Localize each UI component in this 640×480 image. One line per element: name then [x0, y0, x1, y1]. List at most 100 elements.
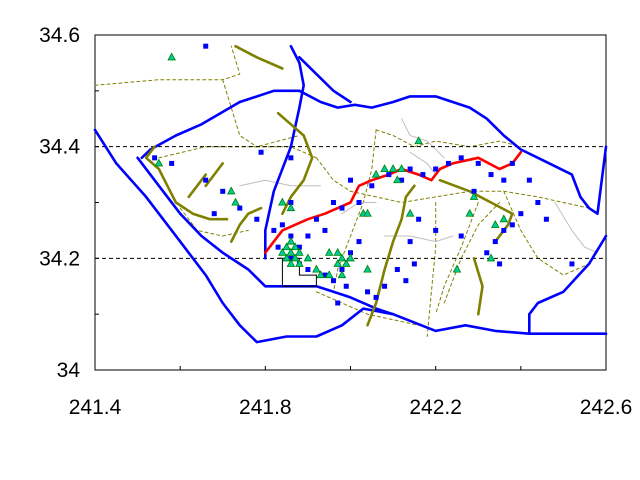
- roads-line: [384, 235, 454, 243]
- square-marker: [535, 200, 541, 205]
- triangle-marker: [295, 247, 304, 256]
- dashed-zones-line: [426, 202, 437, 337]
- square-marker: [237, 205, 243, 211]
- square-marker: [492, 239, 498, 245]
- square-marker: [279, 222, 285, 228]
- square-markers: [152, 43, 575, 306]
- square-marker: [343, 283, 349, 289]
- triangle-marker: [333, 259, 342, 267]
- fault-lines: [144, 44, 523, 327]
- fault-olive-line: [472, 256, 484, 316]
- triangle-marker: [393, 175, 402, 184]
- dashed-zones-line: [315, 157, 590, 209]
- triangle-marker: [452, 264, 462, 273]
- roads-line: [409, 151, 437, 176]
- triangle-marker: [414, 136, 423, 145]
- triangle-marker: [371, 169, 381, 178]
- boundary-line: [136, 156, 395, 316]
- square-marker: [305, 267, 311, 272]
- dashed-zones-line: [435, 202, 479, 315]
- square-marker: [407, 239, 413, 245]
- square-marker: [305, 233, 311, 239]
- y-tick-label: 34.2: [39, 247, 80, 270]
- square-marker: [420, 172, 426, 178]
- square-marker: [509, 160, 515, 166]
- fault-olive-line: [187, 173, 207, 199]
- triangle-marker: [278, 197, 287, 206]
- square-marker: [152, 155, 158, 161]
- fault-olive-line: [234, 44, 284, 70]
- y-tick-label: 34: [57, 359, 81, 382]
- triangle-marker: [363, 208, 372, 217]
- triangle-marker: [286, 236, 296, 245]
- square-marker: [169, 160, 175, 166]
- square-marker: [288, 155, 294, 161]
- square-marker: [471, 188, 477, 194]
- square-marker: [403, 278, 409, 284]
- triangle-marker: [286, 259, 296, 267]
- fault-olive-line: [276, 111, 314, 215]
- square-marker: [339, 267, 345, 272]
- square-marker: [211, 211, 217, 217]
- fault-olive-line: [366, 184, 416, 327]
- square-marker: [339, 205, 345, 211]
- square-marker: [288, 255, 294, 261]
- square-marker: [275, 244, 281, 250]
- square-marker: [348, 177, 353, 183]
- y-tick-label: 34.6: [39, 24, 80, 47]
- triangle-marker: [290, 242, 300, 251]
- square-marker: [399, 177, 405, 183]
- triangle-marker: [380, 164, 389, 173]
- square-marker: [203, 43, 209, 49]
- square-marker: [488, 172, 494, 178]
- square-marker: [258, 149, 264, 155]
- square-marker: [330, 200, 336, 205]
- triangle-marker: [337, 253, 347, 262]
- square-marker: [382, 283, 388, 289]
- triangle-marker: [154, 158, 164, 167]
- square-marker: [407, 166, 413, 172]
- square-marker: [543, 216, 549, 222]
- triangle-marker: [388, 164, 398, 173]
- fault-olive-line: [230, 206, 263, 243]
- square-marker: [411, 261, 417, 267]
- square-marker: [271, 227, 277, 233]
- triangle-marker: [290, 253, 300, 262]
- boundary-line: [140, 100, 242, 160]
- x-tick-label: 241.4: [69, 396, 122, 419]
- triangle-marker: [397, 164, 406, 173]
- roads-line: [554, 202, 598, 254]
- inset-box-outline: [278, 257, 317, 287]
- boundary-line: [527, 234, 608, 336]
- square-marker: [458, 233, 464, 239]
- x-tick-label: 242.6: [580, 396, 633, 419]
- square-marker: [322, 227, 328, 233]
- dashed-zones-line: [333, 129, 377, 293]
- inset-box: [278, 257, 317, 287]
- triangle-marker: [282, 242, 291, 251]
- triangle-marker: [231, 197, 240, 206]
- square-marker: [288, 233, 294, 239]
- triangle-marker: [324, 247, 334, 256]
- square-marker: [484, 250, 490, 256]
- square-marker: [518, 211, 524, 217]
- dashed-zones-line: [315, 291, 420, 326]
- triangle-marker: [346, 253, 355, 262]
- square-marker: [497, 261, 503, 267]
- square-marker: [254, 216, 260, 222]
- dashed-zones-line: [375, 129, 522, 148]
- square-marker: [203, 177, 209, 183]
- boundary-line: [238, 89, 608, 215]
- square-marker: [526, 177, 532, 183]
- x-tick-label: 242.2: [409, 396, 462, 419]
- square-marker: [335, 300, 341, 306]
- square-marker: [416, 216, 422, 222]
- dashed-zones-line: [443, 202, 500, 304]
- triangle-marker: [486, 253, 496, 262]
- triangle-marker: [363, 264, 372, 273]
- fault-olive-line: [204, 162, 224, 188]
- square-marker: [322, 272, 328, 278]
- y-tick-label: 34.4: [39, 136, 80, 159]
- x-tick-label: 241.8: [239, 396, 292, 419]
